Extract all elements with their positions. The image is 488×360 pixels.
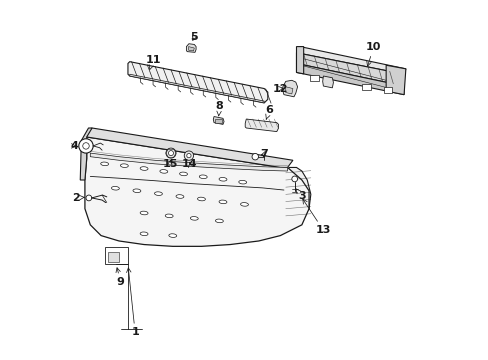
Text: 12: 12 [272, 84, 287, 94]
Ellipse shape [238, 180, 246, 184]
Ellipse shape [199, 175, 207, 179]
Text: 14: 14 [182, 159, 198, 169]
Polygon shape [322, 76, 333, 88]
Circle shape [86, 195, 92, 201]
Text: 5: 5 [190, 32, 198, 41]
Polygon shape [86, 128, 292, 167]
Ellipse shape [101, 162, 108, 166]
Ellipse shape [215, 219, 223, 223]
Ellipse shape [140, 167, 148, 170]
Ellipse shape [154, 192, 162, 195]
Text: 9: 9 [116, 268, 124, 287]
Polygon shape [296, 53, 403, 86]
Ellipse shape [140, 211, 148, 215]
Ellipse shape [190, 217, 198, 220]
Ellipse shape [176, 195, 183, 198]
Bar [104, 247, 128, 264]
Ellipse shape [120, 164, 128, 167]
Bar [215, 119, 221, 123]
Text: 2: 2 [72, 193, 84, 203]
Circle shape [168, 150, 173, 156]
Polygon shape [244, 119, 278, 132]
Text: 10: 10 [365, 42, 381, 66]
Ellipse shape [140, 232, 148, 235]
Circle shape [82, 143, 89, 149]
Polygon shape [296, 63, 403, 95]
Bar [383, 87, 391, 93]
Text: 11: 11 [145, 55, 161, 69]
Text: 4: 4 [70, 141, 78, 151]
Text: 15: 15 [162, 159, 177, 169]
Ellipse shape [168, 234, 176, 237]
Polygon shape [129, 74, 264, 103]
Bar [309, 75, 318, 81]
Circle shape [186, 153, 191, 158]
Polygon shape [188, 46, 194, 51]
Polygon shape [284, 167, 310, 218]
Ellipse shape [133, 189, 141, 193]
Circle shape [165, 148, 176, 158]
Polygon shape [90, 153, 287, 171]
Ellipse shape [219, 177, 226, 181]
Polygon shape [285, 87, 292, 94]
Ellipse shape [219, 200, 226, 204]
Text: 13: 13 [302, 199, 330, 235]
Polygon shape [213, 117, 224, 125]
Polygon shape [296, 46, 303, 74]
Circle shape [291, 176, 297, 182]
Ellipse shape [165, 214, 173, 218]
Polygon shape [386, 65, 405, 95]
Polygon shape [80, 128, 92, 180]
Bar [362, 84, 370, 90]
Circle shape [251, 153, 258, 160]
Polygon shape [282, 80, 297, 97]
Circle shape [184, 151, 193, 160]
Ellipse shape [111, 186, 119, 190]
Ellipse shape [179, 172, 187, 176]
Bar [107, 252, 119, 262]
Text: 1: 1 [126, 268, 139, 337]
Polygon shape [186, 44, 196, 52]
Polygon shape [296, 46, 405, 74]
Ellipse shape [160, 170, 167, 173]
Ellipse shape [197, 197, 205, 201]
Ellipse shape [240, 203, 248, 206]
Polygon shape [85, 137, 308, 246]
Text: 6: 6 [265, 105, 273, 119]
Text: 8: 8 [215, 102, 223, 116]
Text: 7: 7 [260, 149, 267, 159]
Polygon shape [128, 62, 267, 103]
Circle shape [79, 139, 93, 153]
Text: 3: 3 [295, 188, 305, 201]
